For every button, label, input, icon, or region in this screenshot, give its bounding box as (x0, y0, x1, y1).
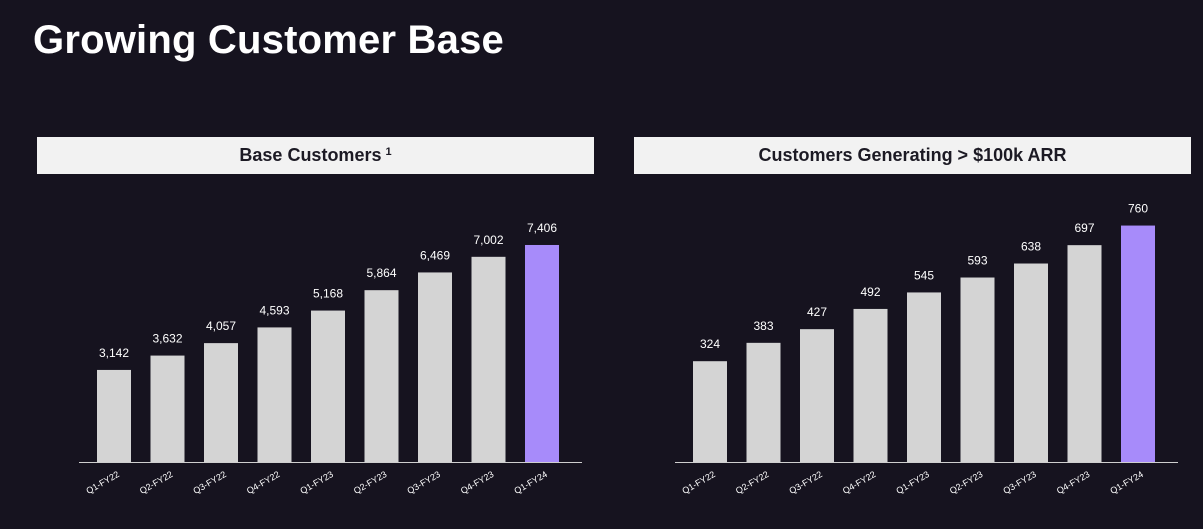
bar-q4-fy22 (853, 308, 888, 462)
bar-q1-fy24 (1121, 225, 1155, 462)
value-label-q4-fy22: 492 (860, 285, 880, 299)
x-tick-label-q1-fy24: Q1-FY24 (512, 469, 549, 496)
value-label-q2-fy22: 3,632 (152, 332, 182, 346)
x-tick-label-q4-fy23: Q4-FY23 (459, 469, 496, 496)
bar-q4-fy23 (1067, 245, 1102, 462)
bar-q2-fy22 (150, 355, 185, 462)
customers-100k-title-text: Customers Generating > $100k ARR (758, 145, 1067, 165)
value-label-q3-fy22: 427 (807, 305, 827, 319)
value-label-q3-fy23: 6,469 (420, 248, 450, 262)
x-tick-label-q3-fy22: Q3-FY22 (787, 469, 824, 496)
x-tick-label-q1-fy23: Q1-FY23 (894, 469, 931, 496)
value-label-q1-fy24: 7,406 (527, 221, 557, 235)
bar-q3-fy23 (1014, 263, 1048, 462)
value-label-q4-fy23: 697 (1074, 221, 1094, 235)
customers-100k-arr-chart: 324 Q1-FY22 383 Q2-FY22 427 Q3-FY22 492 Q4-FY22… (675, 202, 1178, 496)
bar-q1-fy24 (525, 244, 559, 462)
x-tick-label-q1-fy22: Q1-FY22 (84, 469, 121, 496)
base-customers-title-text: Base Customers (239, 145, 382, 165)
x-tick-label-q3-fy22: Q3-FY22 (191, 469, 228, 496)
x-tick-label-q1-fy22: Q1-FY22 (680, 469, 717, 496)
bar-q3-fy23 (418, 272, 452, 462)
value-label-q3-fy22: 4,057 (206, 319, 236, 333)
value-label-q4-fy22: 4,593 (259, 303, 289, 317)
value-label-q1-fy22: 324 (700, 337, 720, 351)
x-tick-label-q2-fy23: Q2-FY23 (352, 469, 389, 496)
x-tick-label-q2-fy22: Q2-FY22 (734, 469, 771, 496)
bar-q4-fy23 (471, 256, 506, 462)
x-tick-label-q4-fy22: Q4-FY22 (841, 469, 878, 496)
value-label-q1-fy22: 3,142 (99, 346, 129, 360)
value-label-q3-fy23: 638 (1021, 240, 1041, 254)
value-label-q1-fy23: 5,168 (313, 287, 343, 301)
value-label-q1-fy24: 760 (1128, 202, 1148, 216)
bar-q4-fy22 (257, 327, 292, 462)
customers-100k-arr-chart-title: Customers Generating > $100k ARR (634, 137, 1191, 174)
x-tick-label-q3-fy23: Q3-FY23 (1001, 469, 1038, 496)
x-tick-label-q3-fy23: Q3-FY23 (405, 469, 442, 496)
bar-q1-fy22 (693, 361, 727, 462)
x-tick-label-q4-fy23: Q4-FY23 (1055, 469, 1092, 496)
value-label-q4-fy23: 7,002 (473, 233, 503, 247)
x-tick-label-q4-fy22: Q4-FY22 (245, 469, 282, 496)
value-label-q2-fy23: 5,864 (366, 266, 396, 280)
bar-q1-fy22 (97, 369, 131, 462)
x-tick-label-q2-fy23: Q2-FY23 (948, 469, 985, 496)
value-label-q2-fy23: 593 (967, 254, 987, 268)
x-tick-label-q1-fy23: Q1-FY23 (298, 469, 335, 496)
bar-q2-fy23 (364, 290, 399, 462)
bar-q1-fy23 (311, 310, 345, 462)
bar-q3-fy22 (204, 343, 238, 462)
bar-q2-fy23 (960, 277, 995, 462)
bar-q1-fy23 (907, 292, 941, 462)
bar-q2-fy22 (746, 342, 781, 462)
page-title: Growing Customer Base (33, 18, 504, 62)
bar-q3-fy22 (800, 329, 834, 462)
value-label-q1-fy23: 545 (914, 268, 934, 282)
base-customers-chart-title: Base Customers 1 (37, 137, 594, 174)
value-label-q2-fy22: 383 (753, 319, 773, 333)
x-tick-label-q2-fy22: Q2-FY22 (138, 469, 175, 496)
base-customers-chart: 3,142 Q1-FY22 3,632 Q2-FY22 4,057 Q3-FY22 4,59… (79, 221, 582, 496)
footnote-marker: 1 (385, 145, 392, 158)
x-tick-label-q1-fy24: Q1-FY24 (1108, 469, 1145, 496)
